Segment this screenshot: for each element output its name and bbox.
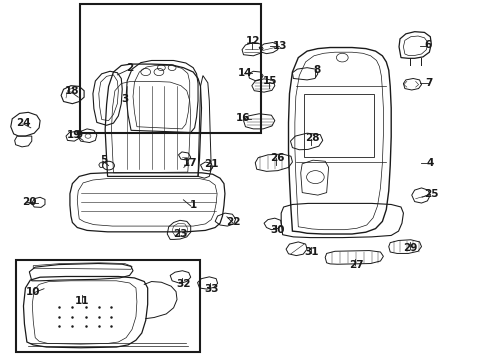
- Text: 28: 28: [304, 132, 319, 143]
- Text: 4: 4: [426, 158, 433, 168]
- Text: 8: 8: [313, 65, 320, 75]
- Text: 1: 1: [189, 200, 196, 210]
- Text: 24: 24: [16, 118, 31, 128]
- Text: 30: 30: [270, 225, 285, 235]
- Bar: [80, 4, 260, 133]
- Text: 32: 32: [176, 279, 190, 289]
- Text: 18: 18: [65, 86, 80, 96]
- Text: 12: 12: [245, 36, 260, 46]
- Text: 5: 5: [101, 155, 107, 165]
- Text: 23: 23: [172, 229, 187, 239]
- Text: 7: 7: [425, 78, 432, 88]
- Text: 31: 31: [304, 247, 319, 257]
- Text: 22: 22: [226, 217, 241, 227]
- Text: 17: 17: [182, 158, 197, 168]
- Text: 14: 14: [238, 68, 252, 78]
- Text: 19: 19: [67, 130, 81, 140]
- Text: 20: 20: [22, 197, 37, 207]
- Text: 33: 33: [203, 284, 218, 294]
- Text: 21: 21: [203, 159, 218, 169]
- Text: 13: 13: [272, 41, 286, 51]
- Text: 15: 15: [263, 76, 277, 86]
- Text: 26: 26: [270, 153, 285, 163]
- Text: 16: 16: [236, 113, 250, 123]
- Bar: [16, 260, 199, 352]
- Text: 2: 2: [126, 63, 133, 73]
- Text: 27: 27: [348, 260, 363, 270]
- Text: 3: 3: [121, 94, 128, 104]
- Text: 11: 11: [75, 296, 89, 306]
- Text: 10: 10: [26, 287, 41, 297]
- Text: 6: 6: [424, 40, 430, 50]
- Text: 29: 29: [403, 243, 417, 253]
- Text: 9: 9: [76, 130, 82, 140]
- Text: 25: 25: [423, 189, 438, 199]
